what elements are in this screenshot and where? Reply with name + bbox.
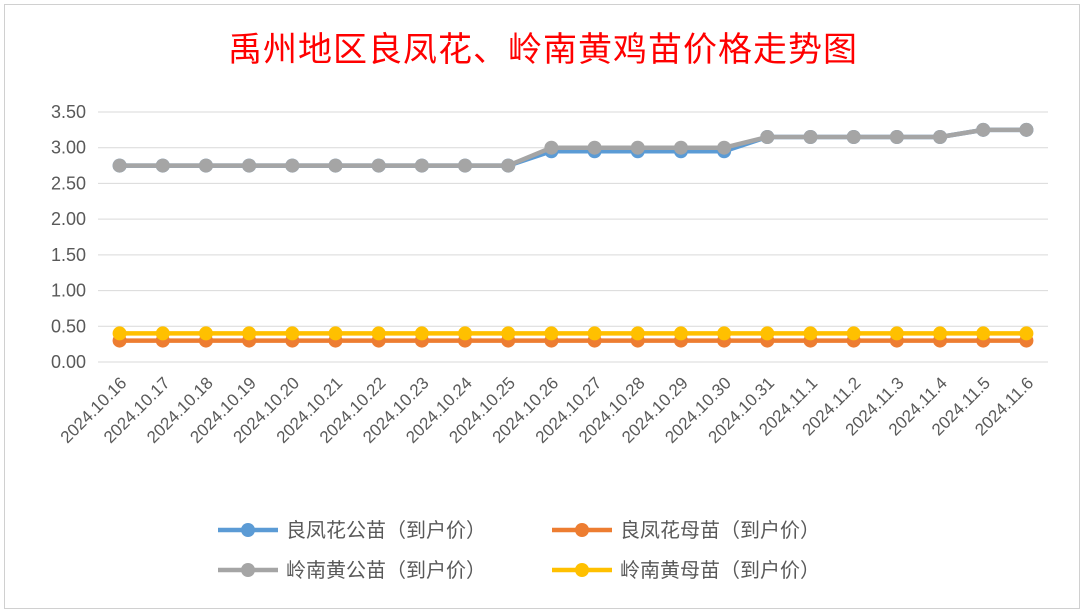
data-point <box>760 130 775 144</box>
series-4 <box>112 326 1034 341</box>
data-point <box>242 158 257 173</box>
legend-label: 良凤花母苗（到户价） <box>620 518 820 542</box>
y-tick-label: 3.50 <box>51 102 86 122</box>
data-point <box>501 158 516 173</box>
chart-title: 禹州地区良凤花、岭南黄鸡苗价格走势图 <box>228 30 858 70</box>
legend-swatch-marker <box>575 523 589 537</box>
data-point <box>673 140 688 155</box>
legend-label: 岭南黄公苗（到户价） <box>286 558 486 582</box>
data-point <box>371 326 386 341</box>
series-line <box>119 127 1027 168</box>
data-point <box>889 130 904 144</box>
data-point <box>889 326 904 341</box>
series-layer <box>112 122 1034 348</box>
data-point <box>587 140 602 155</box>
data-point <box>155 326 170 341</box>
y-axis-ticks: 0.00 0.50 1.00 1.50 2.00 2.50 3.00 3.50 <box>51 102 86 372</box>
data-point <box>717 326 732 341</box>
x-axis-ticks: 2024.10.162024.10.172024.10.182024.10.19… <box>57 373 1037 447</box>
data-point <box>1019 122 1034 137</box>
data-point <box>630 326 645 341</box>
chart-frame <box>4 4 1080 609</box>
data-point <box>717 140 732 155</box>
data-point <box>933 326 948 341</box>
legend-item: 岭南黄母苗（到户价） <box>552 558 820 582</box>
data-point <box>285 326 300 341</box>
data-point <box>371 158 386 173</box>
y-tick-label: 2.50 <box>51 173 86 193</box>
data-point <box>285 158 300 173</box>
legend-swatch-marker <box>241 523 255 537</box>
data-point <box>544 140 559 155</box>
data-point <box>501 326 516 341</box>
data-point <box>155 158 170 173</box>
series-3 <box>112 122 1034 173</box>
data-point <box>328 326 343 341</box>
data-point <box>458 326 473 341</box>
data-point <box>803 326 818 341</box>
data-point <box>414 326 429 341</box>
legend-swatch-marker <box>575 563 589 577</box>
y-tick-label: 0.50 <box>51 316 86 336</box>
data-point <box>544 326 559 341</box>
data-point <box>1019 326 1034 341</box>
data-point <box>242 326 257 341</box>
data-point <box>803 130 818 144</box>
data-point <box>673 326 688 341</box>
data-point <box>458 158 473 173</box>
data-point <box>112 326 127 341</box>
data-point <box>933 130 948 144</box>
data-point <box>976 122 991 137</box>
data-point <box>198 326 213 341</box>
legend-item: 岭南黄公苗（到户价） <box>218 558 486 582</box>
data-point <box>630 140 645 155</box>
legend-label: 岭南黄母苗（到户价） <box>620 558 820 582</box>
data-point <box>760 326 775 341</box>
y-tick-label: 3.00 <box>51 138 86 158</box>
data-point <box>328 158 343 173</box>
legend-swatch-marker <box>241 563 255 577</box>
legend-item: 良凤花母苗（到户价） <box>552 518 820 542</box>
y-tick-label: 1.50 <box>51 245 86 265</box>
data-point <box>976 326 991 341</box>
data-point <box>112 158 127 173</box>
data-point <box>846 326 861 341</box>
data-point <box>198 158 213 173</box>
y-tick-label: 0.00 <box>51 352 86 372</box>
y-tick-label: 2.00 <box>51 209 86 229</box>
y-tick-label: 1.00 <box>51 281 86 301</box>
legend-label: 良凤花公苗（到户价） <box>286 518 486 542</box>
data-point <box>587 326 602 341</box>
data-point <box>414 158 429 173</box>
legend: 良凤花公苗（到户价） 良凤花母苗（到户价） 岭南黄公苗（到户价） 岭南黄母苗（到户价） <box>218 518 820 582</box>
data-point <box>846 130 861 144</box>
legend-item: 良凤花公苗（到户价） <box>218 518 486 542</box>
